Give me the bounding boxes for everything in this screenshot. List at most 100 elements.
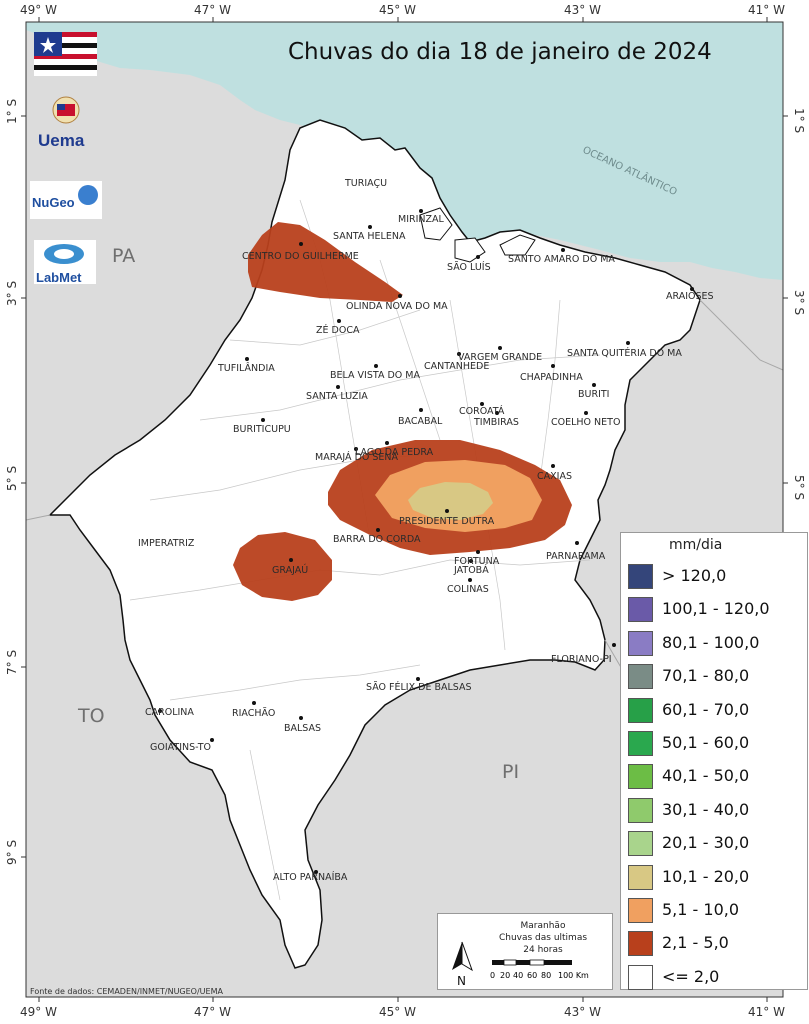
legend-swatch (628, 898, 653, 923)
legend-swatch (628, 931, 653, 957)
legend-label: 30,1 - 40,0 (662, 799, 750, 819)
legend-label: 10,1 - 20,0 (662, 866, 750, 886)
maranhao-flag-logo (34, 32, 97, 76)
info-state: Maranhão (520, 921, 566, 931)
labmet-logo: LabMet (34, 240, 96, 285)
labmet-logo-text: LabMet (36, 270, 82, 285)
scale-tick: 100 Km (558, 971, 589, 980)
city-label: CENTRO DO GUILHERME (242, 251, 359, 262)
scale-tick: 20 (500, 971, 510, 980)
legend-swatch (628, 831, 653, 857)
city-label: PARNARAMA (546, 551, 606, 562)
city-label: IMPERATRIZ (138, 538, 195, 549)
scale-tick: 60 (527, 971, 537, 980)
legend-swatch (628, 964, 653, 990)
legend-label: 40,1 - 50,0 (662, 766, 750, 786)
legend-label: 50,1 - 60,0 (662, 733, 750, 752)
rain-zone-2-5-north (248, 222, 403, 302)
city-label: VARGEM GRANDE (458, 352, 542, 363)
lat-label-right: 5° S (792, 475, 806, 500)
map-title: Chuvas do dia 18 de janeiro de 2024 (288, 39, 712, 65)
city-label: FORTUNA (454, 556, 500, 567)
legend-swatch (628, 664, 653, 690)
city-label: CANTANHEDE (424, 361, 489, 372)
city-label: RIACHÃO (232, 708, 275, 719)
legend-label: 60,1 - 70,0 (662, 699, 750, 719)
coastline-detail (419, 207, 536, 263)
scale-tick: 80 (541, 971, 551, 980)
city-label: COLINAS (447, 584, 489, 595)
lat-label-left: 7° S (5, 650, 19, 675)
lon-label-top: 43° W (564, 3, 601, 17)
city-label: BURITI (578, 389, 609, 400)
legend-label: <= 2,0 (662, 966, 720, 986)
city-label: TUFILÂNDIA (217, 362, 275, 374)
legend-title: mm/dia (669, 537, 723, 553)
city-label: TIMBIRAS (473, 417, 519, 428)
legend-swatch (628, 797, 653, 823)
data-source: Fonte de dados: CEMADEN/INMET/NUGEO/UEMA (30, 987, 223, 996)
state-label-pi: PI (502, 761, 519, 783)
lat-label-right: 3° S (792, 290, 806, 315)
lon-label-bottom: 45° W (379, 1005, 416, 1019)
scale-tick: 40 (513, 971, 523, 980)
state-label-to: TO (77, 705, 105, 727)
city-label: MIRINZAL (398, 214, 445, 225)
city-label: SÃO LUÍS (447, 261, 491, 273)
nugeo-logo: NuGeo (30, 181, 102, 219)
lat-label-left: 9° S (5, 840, 19, 865)
legend-label: 5,1 - 10,0 (662, 900, 740, 919)
city-label: GOIATINS-TO (150, 742, 211, 753)
city-label: CAXIAS (537, 471, 572, 482)
city-label: BARRA DO CORDA (333, 534, 421, 545)
legend-label: > 120,0 (662, 566, 727, 585)
legend-swatch (628, 731, 653, 756)
legend-label: 80,1 - 100,0 (662, 632, 760, 652)
rain-zone-10-20-center (408, 482, 493, 520)
lon-label-bottom: 49° W (20, 1005, 57, 1019)
city-label: SANTA QUITÉRIA DO MA (567, 347, 682, 359)
uema-logo: Uema (38, 96, 85, 150)
rain-zone-2-5-grajau (233, 532, 332, 601)
lon-label-bottom: 41° W (748, 1005, 785, 1019)
lat-label-right: 1° S (792, 108, 806, 133)
lon-label-bottom: 43° W (564, 1005, 601, 1019)
lon-label-top: 47° W (194, 3, 231, 17)
rainfall-legend: mm/dia > 120,0 100,1 - 120,0 80,1 - 100,0 7… (620, 532, 808, 990)
city-label: BALSAS (284, 723, 321, 734)
map-info-box: Maranhão Chuvas das ultimas 24 horas N 0… (437, 913, 613, 990)
city-label: SANTO AMARO DO MA (508, 254, 615, 265)
lon-label-top: 45° W (379, 3, 416, 17)
maranhao-state (48, 119, 701, 969)
scale-tick: 0 (490, 971, 495, 980)
uema-logo-text: Uema (38, 131, 85, 150)
legend-swatch (628, 764, 653, 790)
city-label: OLINDA NOVA DO MA (346, 301, 448, 312)
lon-label-top: 41° W (748, 3, 785, 17)
legend-swatch (628, 597, 653, 623)
lon-label-top: 49° W (20, 3, 57, 17)
city-label: LAGO DA PEDRA (355, 447, 434, 458)
city-label: ARAIOSES (666, 291, 714, 302)
city-label: BURITICUPU (233, 424, 291, 435)
legend-label: 2,1 - 5,0 (662, 933, 729, 953)
city-label: BELA VISTA DO MA (330, 370, 420, 381)
lat-label-left: 1° S (5, 99, 19, 124)
city-label: ALTO PARNAÍBA (273, 871, 348, 883)
city-label: GRAJAÚ (272, 564, 308, 576)
lat-label-left: 5° S (5, 466, 19, 491)
north-label: N (457, 974, 466, 988)
city-label: CHAPADINHA (520, 372, 583, 383)
lat-label-left: 3° S (5, 281, 19, 306)
city-label: SANTA LUZIA (306, 391, 368, 402)
nugeo-logo-text: NuGeo (32, 195, 75, 210)
city-label: SÃO FÉLIX DE BALSAS (366, 681, 472, 693)
legend-label: 70,1 - 80,0 (662, 666, 750, 686)
legend-swatch (628, 564, 653, 589)
city-label: JATOBÁ (453, 564, 489, 576)
lon-label-bottom: 47° W (194, 1005, 231, 1019)
state-label-pa: PA (112, 245, 135, 267)
city-label: TURIAÇU (344, 178, 387, 189)
north-arrow-icon: N (452, 941, 473, 988)
